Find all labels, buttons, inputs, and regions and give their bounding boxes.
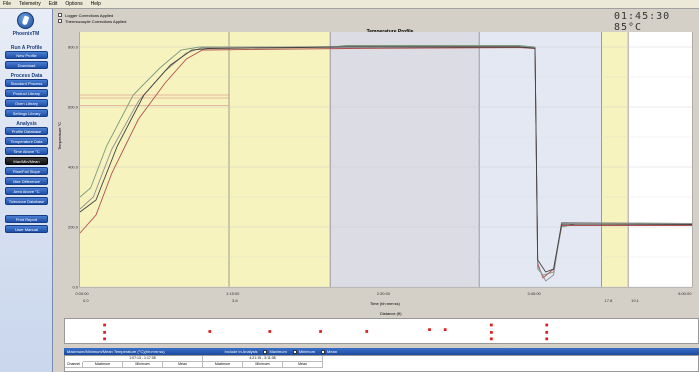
distance-marker[interactable] — [365, 330, 369, 333]
range-1-label: 1:07:13 - 1:17:05 — [83, 356, 203, 362]
table-column-header: Minimum — [243, 362, 283, 368]
minimum-checkbox[interactable] — [292, 349, 297, 354]
maximum-checkbox[interactable] — [263, 349, 268, 354]
table-title: Maximum/Minimum/Mean Temperature (°C)(hh… — [67, 349, 165, 354]
sidebar-button-product-library[interactable]: Product Library — [5, 89, 48, 97]
distance-tick-label: 0.0 — [83, 298, 89, 302]
zone-band — [229, 32, 331, 287]
logger-corrections-label: Logger Corrections Applied — [65, 12, 114, 18]
distance-marker[interactable] — [319, 330, 322, 333]
distance-marker[interactable] — [103, 331, 106, 334]
sidebar-button-user-manual[interactable]: User Manual — [5, 225, 48, 233]
sidebar-button-settings-library[interactable]: Settings Library — [5, 109, 48, 117]
distance-marker[interactable] — [489, 337, 493, 341]
x-tick-label: 3:45:00 — [527, 291, 541, 296]
logger-corrections-checkbox[interactable] — [58, 13, 62, 17]
distance-marker[interactable] — [489, 331, 493, 334]
menu-bar: File Telemetry Edit Options Help — [0, 0, 699, 9]
y-tick-label: 600.0 — [68, 105, 79, 110]
table-column-header: Maximum — [83, 362, 123, 368]
phoenix-logo-icon — [17, 12, 34, 29]
x-tick-label: 5:00:00 — [678, 291, 692, 296]
distance-marker[interactable] — [545, 331, 549, 334]
distance-marker[interactable] — [268, 330, 272, 333]
thermocouple-corrections-label: Thermocouple Corrections Applied — [65, 18, 127, 24]
range-2-label: 4:21:15 - 3:11:08 — [203, 356, 323, 362]
series-line-3 — [79, 45, 693, 282]
distance-marker[interactable] — [103, 323, 106, 327]
table-column-header: Mean — [283, 362, 323, 368]
sidebar-button-download[interactable]: Download — [5, 61, 48, 69]
y-tick-label: 200.0 — [68, 225, 79, 230]
minimum-check-label: Minimum — [298, 349, 316, 354]
table-column-header: Channel — [65, 362, 83, 368]
sidebar-button-max-min-mean[interactable]: Max/Min/Mean — [5, 157, 48, 165]
sidebar-button-profile-database[interactable]: Profile Database — [5, 127, 48, 135]
y-tick-label: 400.0 — [68, 165, 79, 170]
series-line-4 — [79, 46, 693, 273]
sidebar-button-print-report[interactable]: Print Report — [5, 215, 48, 223]
y-tick-label: 800.0 — [68, 45, 79, 50]
distance-marker-strip[interactable] — [64, 318, 699, 344]
thermocouple-corrections-checkbox[interactable] — [58, 19, 62, 23]
temperature-profile-chart[interactable]: 0.0 200.0 400.0 600.0 800.0 0:00:00 1:15:00 2:3… — [64, 32, 699, 302]
sidebar-button-max-difference[interactable]: Max Difference — [5, 177, 48, 185]
corrections-legend: Logger Corrections Applied Thermocouple … — [58, 12, 178, 28]
analysis-table: 1:07:13 - 1:17:05 4:21:15 - 3:11:08 Chan… — [64, 355, 699, 372]
sidebar-button-temperature-data[interactable]: Temperature Data — [5, 137, 48, 145]
sidebar-button-area-above-c[interactable]: Area Above °C — [5, 187, 48, 195]
sidebar-button-new-profile[interactable]: New Profile — [5, 51, 48, 59]
distance-marker[interactable] — [428, 328, 431, 331]
x-tick-label: 1:15:00 — [226, 291, 240, 296]
include-label: Include in Analysis — [224, 349, 258, 354]
zone-band — [479, 32, 602, 287]
distance-marker[interactable] — [208, 330, 212, 333]
sidebar-section-title: Run A Profile — [10, 45, 43, 51]
x-tick-label: 2:30:00 — [377, 291, 391, 296]
analysis-table-header: Maximum/Minimum/Mean Temperature (°C)(hh… — [64, 348, 699, 355]
menu-file[interactable]: File — [3, 1, 12, 7]
distance-marker[interactable] — [489, 323, 493, 327]
distance-marker[interactable] — [545, 337, 549, 341]
app-logo: PhoenixTM — [8, 12, 44, 42]
distance-axis-label: Distance (ft) — [380, 311, 402, 316]
sidebar: PhoenixTM Run A Profile New Profile Downlo… — [0, 9, 53, 372]
distance-marker[interactable] — [443, 328, 447, 331]
zone-band — [80, 32, 230, 287]
x-axis-label: Time (hh:mm:ss) — [370, 301, 400, 306]
mean-check-label: Mean — [327, 349, 338, 354]
table-column-header: Minimum — [123, 362, 163, 368]
table-column-header: Maximum — [203, 362, 243, 368]
menu-edit[interactable]: Edit — [48, 1, 58, 7]
sidebar-section-title: Process Data — [10, 73, 43, 79]
x-tick-label: 0:00:00 — [75, 291, 89, 296]
zone-band — [330, 32, 480, 287]
sidebar-button-rise-fall-slope[interactable]: Rise/Fall Slope — [5, 167, 48, 175]
menu-telemetry[interactable]: Telemetry — [19, 1, 41, 7]
mean-checkbox[interactable] — [321, 349, 326, 354]
sidebar-button-time-above-c[interactable]: Time Above °C — [5, 147, 48, 155]
brand-name: PhoenixTM — [12, 31, 40, 37]
clock-readout: 01:45:30 85°C — [614, 11, 671, 33]
distance-tick-label: 3.8 — [232, 298, 238, 302]
zone-band — [601, 32, 629, 287]
menu-help[interactable]: Help — [90, 1, 101, 7]
zone-band — [628, 32, 692, 287]
y-axis-label: Temperature °C — [57, 121, 62, 150]
maximum-check-label: Maximum — [269, 349, 287, 354]
sidebar-section-title: Analysis — [16, 121, 37, 127]
sidebar-button-standard-process[interactable]: Standard Process — [5, 79, 48, 87]
sidebar-button-tolerance-database[interactable]: Tolerance Database — [5, 197, 48, 205]
distance-tick-label: 19.1 — [631, 298, 640, 302]
table-column-header: Mean — [163, 362, 203, 368]
y-tick-label: 0.0 — [72, 285, 78, 290]
distance-marker[interactable] — [103, 337, 106, 341]
distance-tick-label: 17.8 — [605, 298, 614, 302]
menu-options[interactable]: Options — [65, 1, 83, 7]
sidebar-button-oven-library[interactable]: Oven Library — [5, 99, 48, 107]
distance-marker[interactable] — [545, 323, 549, 327]
